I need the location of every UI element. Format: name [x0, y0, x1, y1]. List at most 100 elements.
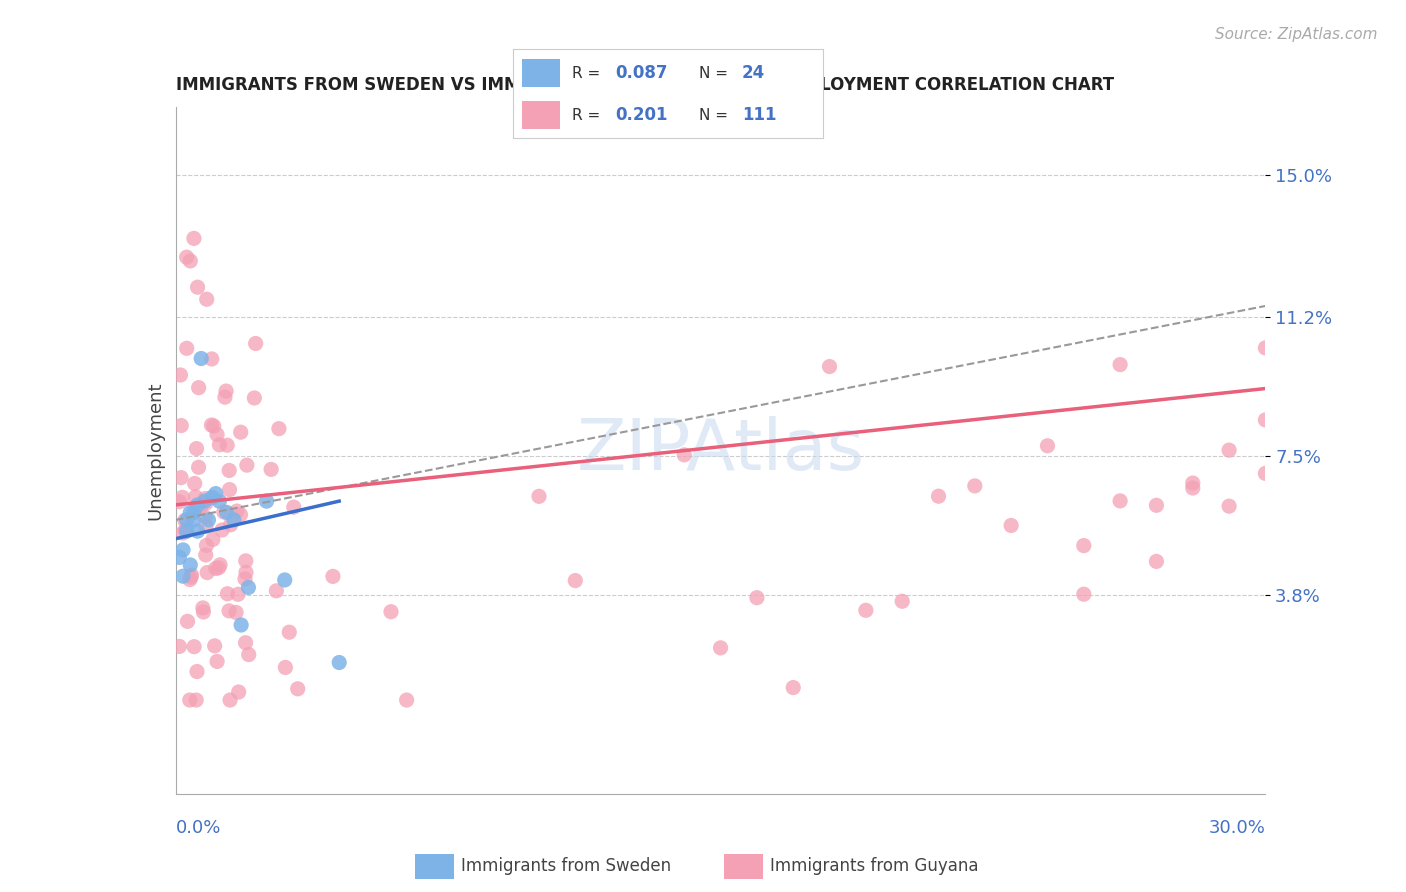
Text: Immigrants from Guyana: Immigrants from Guyana	[770, 857, 979, 875]
Text: 30.0%: 30.0%	[1209, 819, 1265, 837]
Immigrants from Sweden	[328, 656, 350, 670]
Immigrants from Sweden	[183, 513, 205, 527]
Immigrants from Guyana	[229, 508, 252, 522]
Immigrants from Guyana	[235, 566, 257, 580]
Immigrants from Guyana	[229, 425, 252, 440]
Immigrants from Guyana	[200, 417, 222, 432]
Immigrants from Guyana	[195, 566, 218, 580]
Immigrants from Guyana	[191, 601, 214, 615]
Immigrants from Guyana	[214, 390, 236, 404]
Immigrants from Guyana	[169, 640, 191, 654]
Immigrants from Guyana	[194, 491, 217, 506]
Immigrants from Guyana	[174, 522, 197, 536]
Immigrants from Guyana	[928, 489, 950, 503]
Immigrants from Sweden	[201, 491, 224, 505]
Text: N =: N =	[699, 108, 728, 122]
Immigrants from Sweden	[169, 550, 191, 565]
Text: 0.201: 0.201	[616, 106, 668, 124]
Immigrants from Guyana	[226, 587, 249, 601]
Immigrants from Guyana	[891, 594, 914, 608]
Immigrants from Guyana	[236, 458, 259, 472]
Immigrants from Guyana	[782, 681, 804, 695]
Immigrants from Guyana	[183, 640, 205, 654]
Immigrants from Sweden	[176, 524, 198, 538]
Immigrants from Guyana	[1073, 587, 1095, 601]
Immigrants from Guyana	[745, 591, 768, 605]
Immigrants from Guyana	[180, 570, 202, 584]
Immigrants from Guyana	[1109, 494, 1132, 508]
Immigrants from Guyana	[215, 384, 238, 398]
Immigrants from Sweden	[274, 573, 297, 587]
Immigrants from Guyana	[204, 561, 226, 575]
Text: 24: 24	[742, 64, 765, 82]
Immigrants from Sweden	[179, 505, 201, 519]
Immigrants from Sweden	[204, 486, 226, 500]
Immigrants from Guyana	[233, 572, 256, 586]
Immigrants from Guyana	[217, 587, 239, 601]
Immigrants from Guyana	[201, 351, 224, 366]
Immigrants from Guyana	[218, 604, 240, 618]
Immigrants from Sweden	[190, 351, 212, 366]
Immigrants from Guyana	[283, 500, 305, 515]
Immigrants from Guyana	[202, 419, 225, 434]
Immigrants from Guyana	[226, 504, 249, 518]
Immigrants from Guyana	[186, 665, 208, 679]
Immigrants from Guyana	[855, 603, 877, 617]
Immigrants from Guyana	[1000, 518, 1022, 533]
Immigrants from Guyana	[194, 519, 217, 533]
Immigrants from Guyana	[180, 568, 202, 582]
Immigrants from Guyana	[186, 280, 209, 294]
Immigrants from Guyana	[219, 517, 242, 532]
Text: R =: R =	[572, 66, 600, 80]
Text: R =: R =	[572, 108, 600, 122]
Immigrants from Guyana	[169, 494, 191, 508]
Immigrants from Guyana	[274, 660, 297, 674]
Immigrants from Guyana	[228, 685, 250, 699]
Immigrants from Guyana	[208, 438, 231, 452]
Immigrants from Guyana	[963, 479, 986, 493]
Immigrants from Guyana	[287, 681, 309, 696]
Immigrants from Sweden	[238, 581, 260, 595]
FancyBboxPatch shape	[523, 101, 560, 129]
Immigrants from Guyana	[217, 438, 239, 452]
Immigrants from Sweden	[179, 558, 201, 572]
Immigrants from Guyana	[1146, 498, 1168, 512]
Immigrants from Guyana	[225, 606, 247, 620]
Text: 111: 111	[742, 106, 776, 124]
Immigrants from Guyana	[260, 462, 283, 476]
Immigrants from Guyana	[218, 463, 240, 477]
FancyBboxPatch shape	[523, 59, 560, 87]
Immigrants from Guyana	[172, 526, 194, 541]
Immigrants from Sweden	[176, 513, 198, 527]
Immigrants from Guyana	[1254, 467, 1277, 481]
Immigrants from Guyana	[170, 470, 193, 484]
Immigrants from Guyana	[527, 489, 550, 503]
Immigrants from Guyana	[322, 569, 344, 583]
Immigrants from Guyana	[187, 381, 209, 395]
Immigrants from Guyana	[172, 491, 194, 505]
Immigrants from Guyana	[1218, 499, 1240, 513]
Text: IMMIGRANTS FROM SWEDEN VS IMMIGRANTS FROM GUYANA UNEMPLOYMENT CORRELATION CHART: IMMIGRANTS FROM SWEDEN VS IMMIGRANTS FRO…	[176, 77, 1114, 95]
Immigrants from Sweden	[172, 543, 194, 558]
Immigrants from Guyana	[266, 583, 288, 598]
Immigrants from Guyana	[219, 693, 242, 707]
Immigrants from Sweden	[183, 505, 205, 519]
Immigrants from Guyana	[184, 490, 207, 504]
Immigrants from Guyana	[395, 693, 418, 707]
Immigrants from Guyana	[188, 500, 211, 515]
Immigrants from Guyana	[380, 605, 402, 619]
Immigrants from Guyana	[818, 359, 841, 374]
Immigrants from Guyana	[243, 391, 266, 405]
Immigrants from Guyana	[267, 422, 290, 436]
Immigrants from Guyana	[183, 231, 205, 245]
Immigrants from Guyana	[176, 615, 198, 629]
Text: N =: N =	[699, 66, 728, 80]
Immigrants from Guyana	[235, 636, 257, 650]
Immigrants from Guyana	[1254, 413, 1277, 427]
Immigrants from Sweden	[231, 618, 253, 632]
Immigrants from Guyana	[176, 250, 198, 264]
Immigrants from Guyana	[205, 655, 228, 669]
Immigrants from Guyana	[211, 523, 233, 537]
Immigrants from Guyana	[564, 574, 586, 588]
Text: ZIPAtlas: ZIPAtlas	[576, 416, 865, 485]
